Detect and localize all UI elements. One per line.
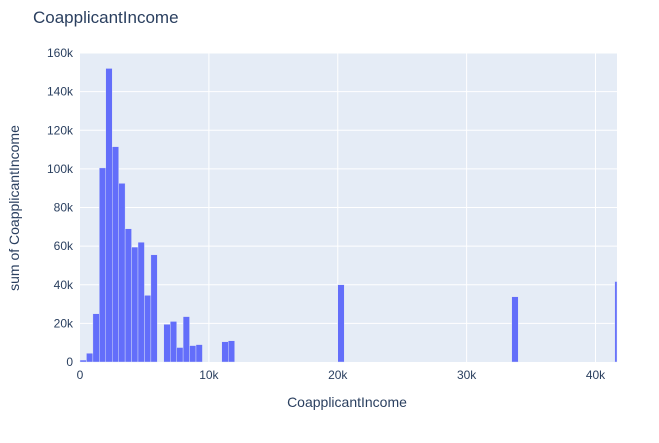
histogram-bar	[221, 341, 229, 363]
x-tick-label: 20k	[328, 368, 348, 382]
histogram-bar	[92, 313, 100, 363]
histogram-bar	[112, 146, 119, 363]
y-axis-ticks: 0 20k 40k 60k 80k 100k 120k 140k 160k	[47, 46, 74, 369]
histogram-bar	[614, 281, 618, 363]
y-tick-label: 160k	[47, 46, 74, 60]
y-tick-label: 120k	[47, 123, 74, 137]
histogram-bar	[189, 345, 197, 363]
histogram-bar	[124, 228, 132, 363]
x-tick-label: 30k	[457, 368, 477, 382]
chart-title: CoapplicantIncome	[33, 8, 179, 27]
histogram-bar	[79, 359, 87, 363]
histogram-bar	[337, 284, 345, 363]
y-tick-label: 60k	[54, 239, 74, 253]
histogram-bar	[228, 340, 235, 363]
x-axis-title: CoapplicantIncome	[287, 394, 407, 410]
histogram-bar	[118, 183, 126, 363]
histogram-bar	[137, 242, 145, 363]
y-tick-label: 140k	[47, 85, 74, 99]
y-tick-label: 40k	[54, 278, 74, 292]
histogram-bar	[511, 296, 519, 363]
histogram-bar	[144, 295, 152, 363]
histogram-bar	[170, 321, 177, 363]
histogram-bar	[182, 316, 190, 363]
histogram-bar	[99, 167, 106, 363]
x-tick-label: 0	[77, 368, 84, 382]
histogram-bar	[150, 254, 158, 363]
bars	[79, 68, 618, 363]
x-tick-label: 40k	[586, 368, 606, 382]
histogram-bar	[131, 246, 139, 363]
histogram-bar	[163, 324, 171, 363]
histogram-bar	[105, 68, 113, 363]
x-tick-label: 10k	[199, 368, 219, 382]
y-tick-label: 100k	[47, 162, 74, 176]
y-tick-label: 0	[66, 355, 73, 369]
y-tick-label: 20k	[54, 316, 74, 330]
y-tick-label: 80k	[54, 201, 74, 215]
histogram-bar	[176, 347, 184, 363]
x-axis-ticks: 0 10k 20k 30k 40k	[77, 368, 607, 382]
y-axis-title: sum of CoapplicantIncome	[6, 125, 22, 291]
histogram-bar	[86, 353, 94, 363]
histogram-bar	[195, 344, 203, 363]
